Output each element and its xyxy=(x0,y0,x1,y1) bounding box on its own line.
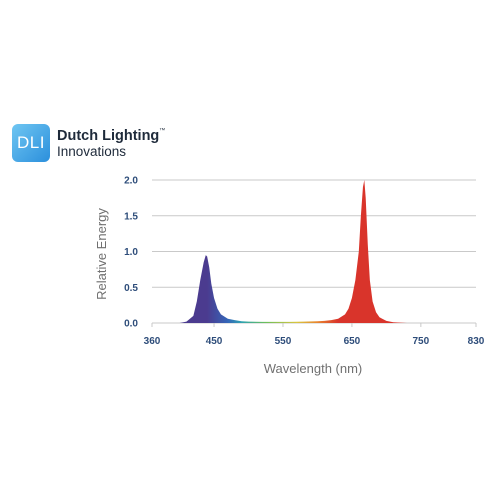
brand-name-line2: Innovations xyxy=(57,144,127,159)
y-tick-labels: 0.0 0.5 1.0 1.5 2.0 xyxy=(124,176,138,330)
brand-name-line1: Dutch Lighting™ xyxy=(57,128,165,144)
logo-badge-text: DLI xyxy=(17,133,45,152)
brand-logo: DLI Dutch Lighting™ Innovations xyxy=(12,124,212,166)
y-axis-title: Relative Energy xyxy=(94,208,109,300)
x-tick-labels: 360 450 550 650 750 830 xyxy=(144,336,485,347)
x-tick-label-1: 450 xyxy=(206,336,223,347)
x-tick-label-0: 360 xyxy=(144,336,161,347)
trademark-symbol: ™ xyxy=(159,128,166,134)
x-tick-label-5: 830 xyxy=(468,336,485,347)
spectrum-area-group xyxy=(179,180,408,323)
brand-name-main: Dutch Lighting xyxy=(57,128,160,144)
spectrum-area xyxy=(179,180,408,323)
x-tick-label-2: 550 xyxy=(275,336,292,347)
logo-badge: DLI xyxy=(12,124,50,162)
y-tick-label-0: 0.0 xyxy=(124,319,138,330)
y-tick-label-1: 0.5 xyxy=(124,283,138,294)
y-tick-label-4: 2.0 xyxy=(124,176,138,187)
y-tick-label-2: 1.0 xyxy=(124,247,138,258)
x-axis-title: Wavelength (nm) xyxy=(264,361,363,376)
x-tick-label-3: 650 xyxy=(344,336,361,347)
x-tick-label-4: 750 xyxy=(413,336,430,347)
y-tick-label-3: 1.5 xyxy=(124,211,138,222)
